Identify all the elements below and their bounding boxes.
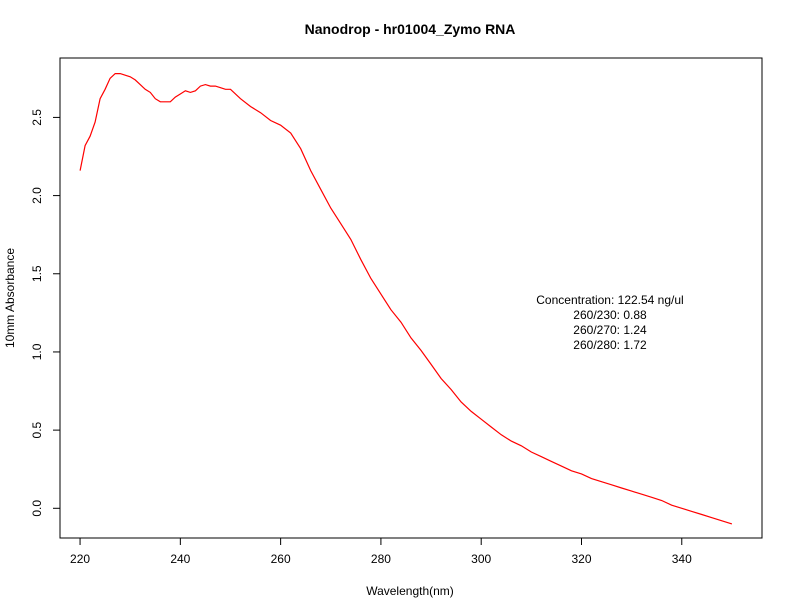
x-tick-label: 300 [471, 552, 491, 566]
absorbance-series-line [79, 72, 733, 525]
x-axis-label: Wavelength(nm) [366, 584, 454, 598]
y-tick-label: 0.5 [30, 421, 44, 438]
x-axis: 220 240 260 280 300 320 340 [70, 537, 692, 566]
series-layer [79, 72, 733, 525]
x-tick-label: 280 [371, 552, 391, 566]
y-axis-label: 10mm Absorbance [3, 248, 17, 348]
ratio-260-230-annotation: 260/230: 0.88 [573, 308, 647, 322]
y-tick-label: 1.0 [30, 343, 44, 360]
x-tick-label: 320 [571, 552, 591, 566]
annotation-box: Concentration: 122.54 ng/ul 260/230: 0.8… [536, 293, 683, 352]
x-tick-label: 220 [70, 552, 90, 566]
x-tick-label: 240 [170, 552, 190, 566]
ratio-260-270-annotation: 260/270: 1.24 [573, 323, 647, 337]
y-axis: 0.0 0.5 1.0 1.5 2.0 2.5 [30, 109, 61, 517]
y-tick-label: 0.0 [30, 500, 44, 517]
y-tick-label: 2.5 [30, 109, 44, 126]
x-tick-label: 260 [271, 552, 291, 566]
y-tick-label: 2.0 [30, 187, 44, 204]
concentration-annotation: Concentration: 122.54 ng/ul [536, 293, 683, 307]
chart-title: Nanodrop - hr01004_Zymo RNA [305, 21, 516, 37]
ratio-260-280-annotation: 260/280: 1.72 [573, 338, 647, 352]
y-tick-label: 1.5 [30, 265, 44, 282]
x-tick-label: 340 [672, 552, 692, 566]
